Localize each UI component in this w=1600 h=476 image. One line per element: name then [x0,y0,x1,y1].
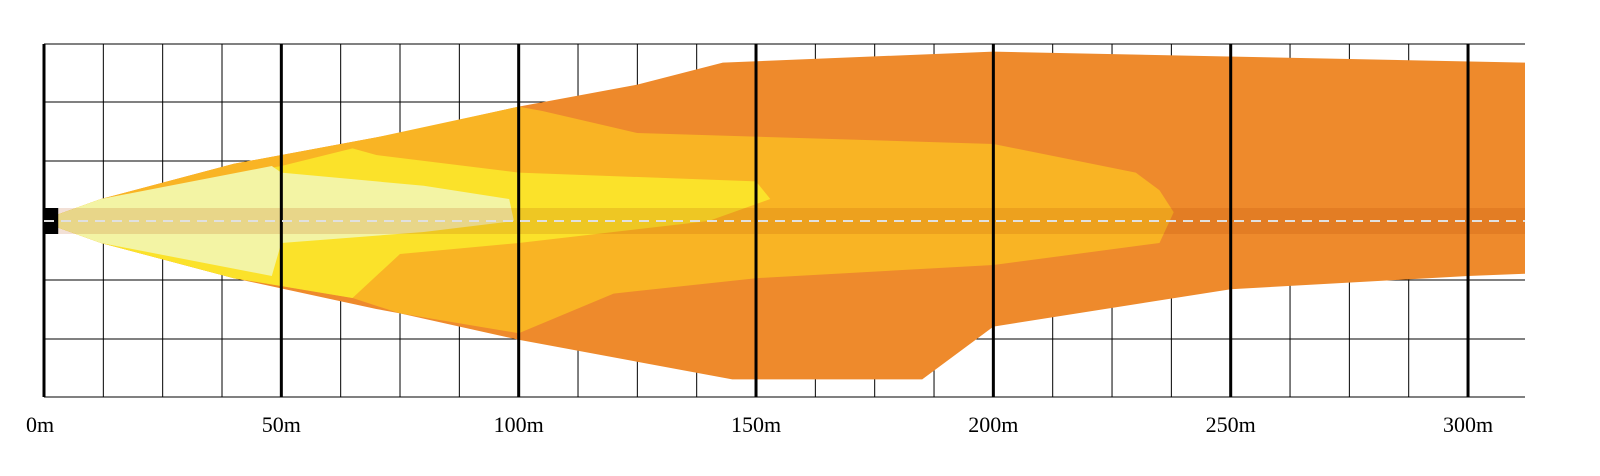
x-axis-ticks: 0m 50m 100m 150m 200m 250m 300m [26,412,1493,437]
x-tick-label: 150m [731,412,781,437]
x-tick-label: 50m [262,412,301,437]
x-tick-label: 250m [1206,412,1256,437]
x-tick-label: 0m [26,412,54,437]
x-tick-label: 100m [494,412,544,437]
x-tick-label: 300m [1443,412,1493,437]
x-tick-label: 200m [968,412,1018,437]
beam-zones [58,51,1526,380]
